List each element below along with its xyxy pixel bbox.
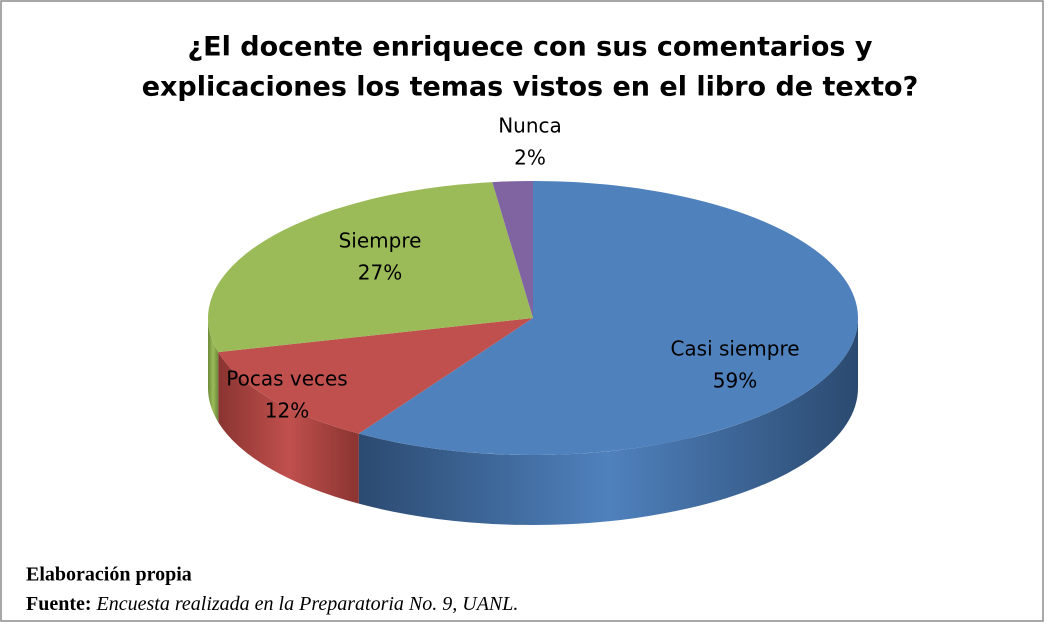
- source: Fuente: Encuesta realizada en la Prepara…: [26, 593, 518, 615]
- slice-side: [208, 318, 219, 423]
- slice: [218, 318, 533, 434]
- slice-value: 12%: [265, 399, 309, 423]
- slice-label: Pocas veces: [226, 367, 347, 391]
- slice-side: [218, 352, 359, 504]
- slice-label: Siempre: [339, 229, 422, 253]
- slice-value: 2%: [514, 146, 546, 170]
- slice: [492, 181, 533, 318]
- chart-title: explicaciones los temas vistos en el lib…: [142, 72, 919, 103]
- slice-label: Casi siempre: [670, 337, 799, 361]
- slice-value: 27%: [358, 261, 402, 285]
- slice-side: [358, 318, 858, 525]
- credit: Elaboración propia: [26, 564, 192, 586]
- slice: [358, 181, 859, 455]
- source-label: Fuente:: [26, 593, 92, 615]
- source-text: Encuesta realizada en la Preparatoria No…: [96, 593, 519, 615]
- pie: [207, 181, 859, 525]
- chart-title: ¿El docente enriquece con sus comentario…: [188, 32, 873, 63]
- slice-label: Nunca: [498, 114, 562, 138]
- slice-value: 59%: [713, 369, 757, 393]
- slice: [207, 182, 533, 353]
